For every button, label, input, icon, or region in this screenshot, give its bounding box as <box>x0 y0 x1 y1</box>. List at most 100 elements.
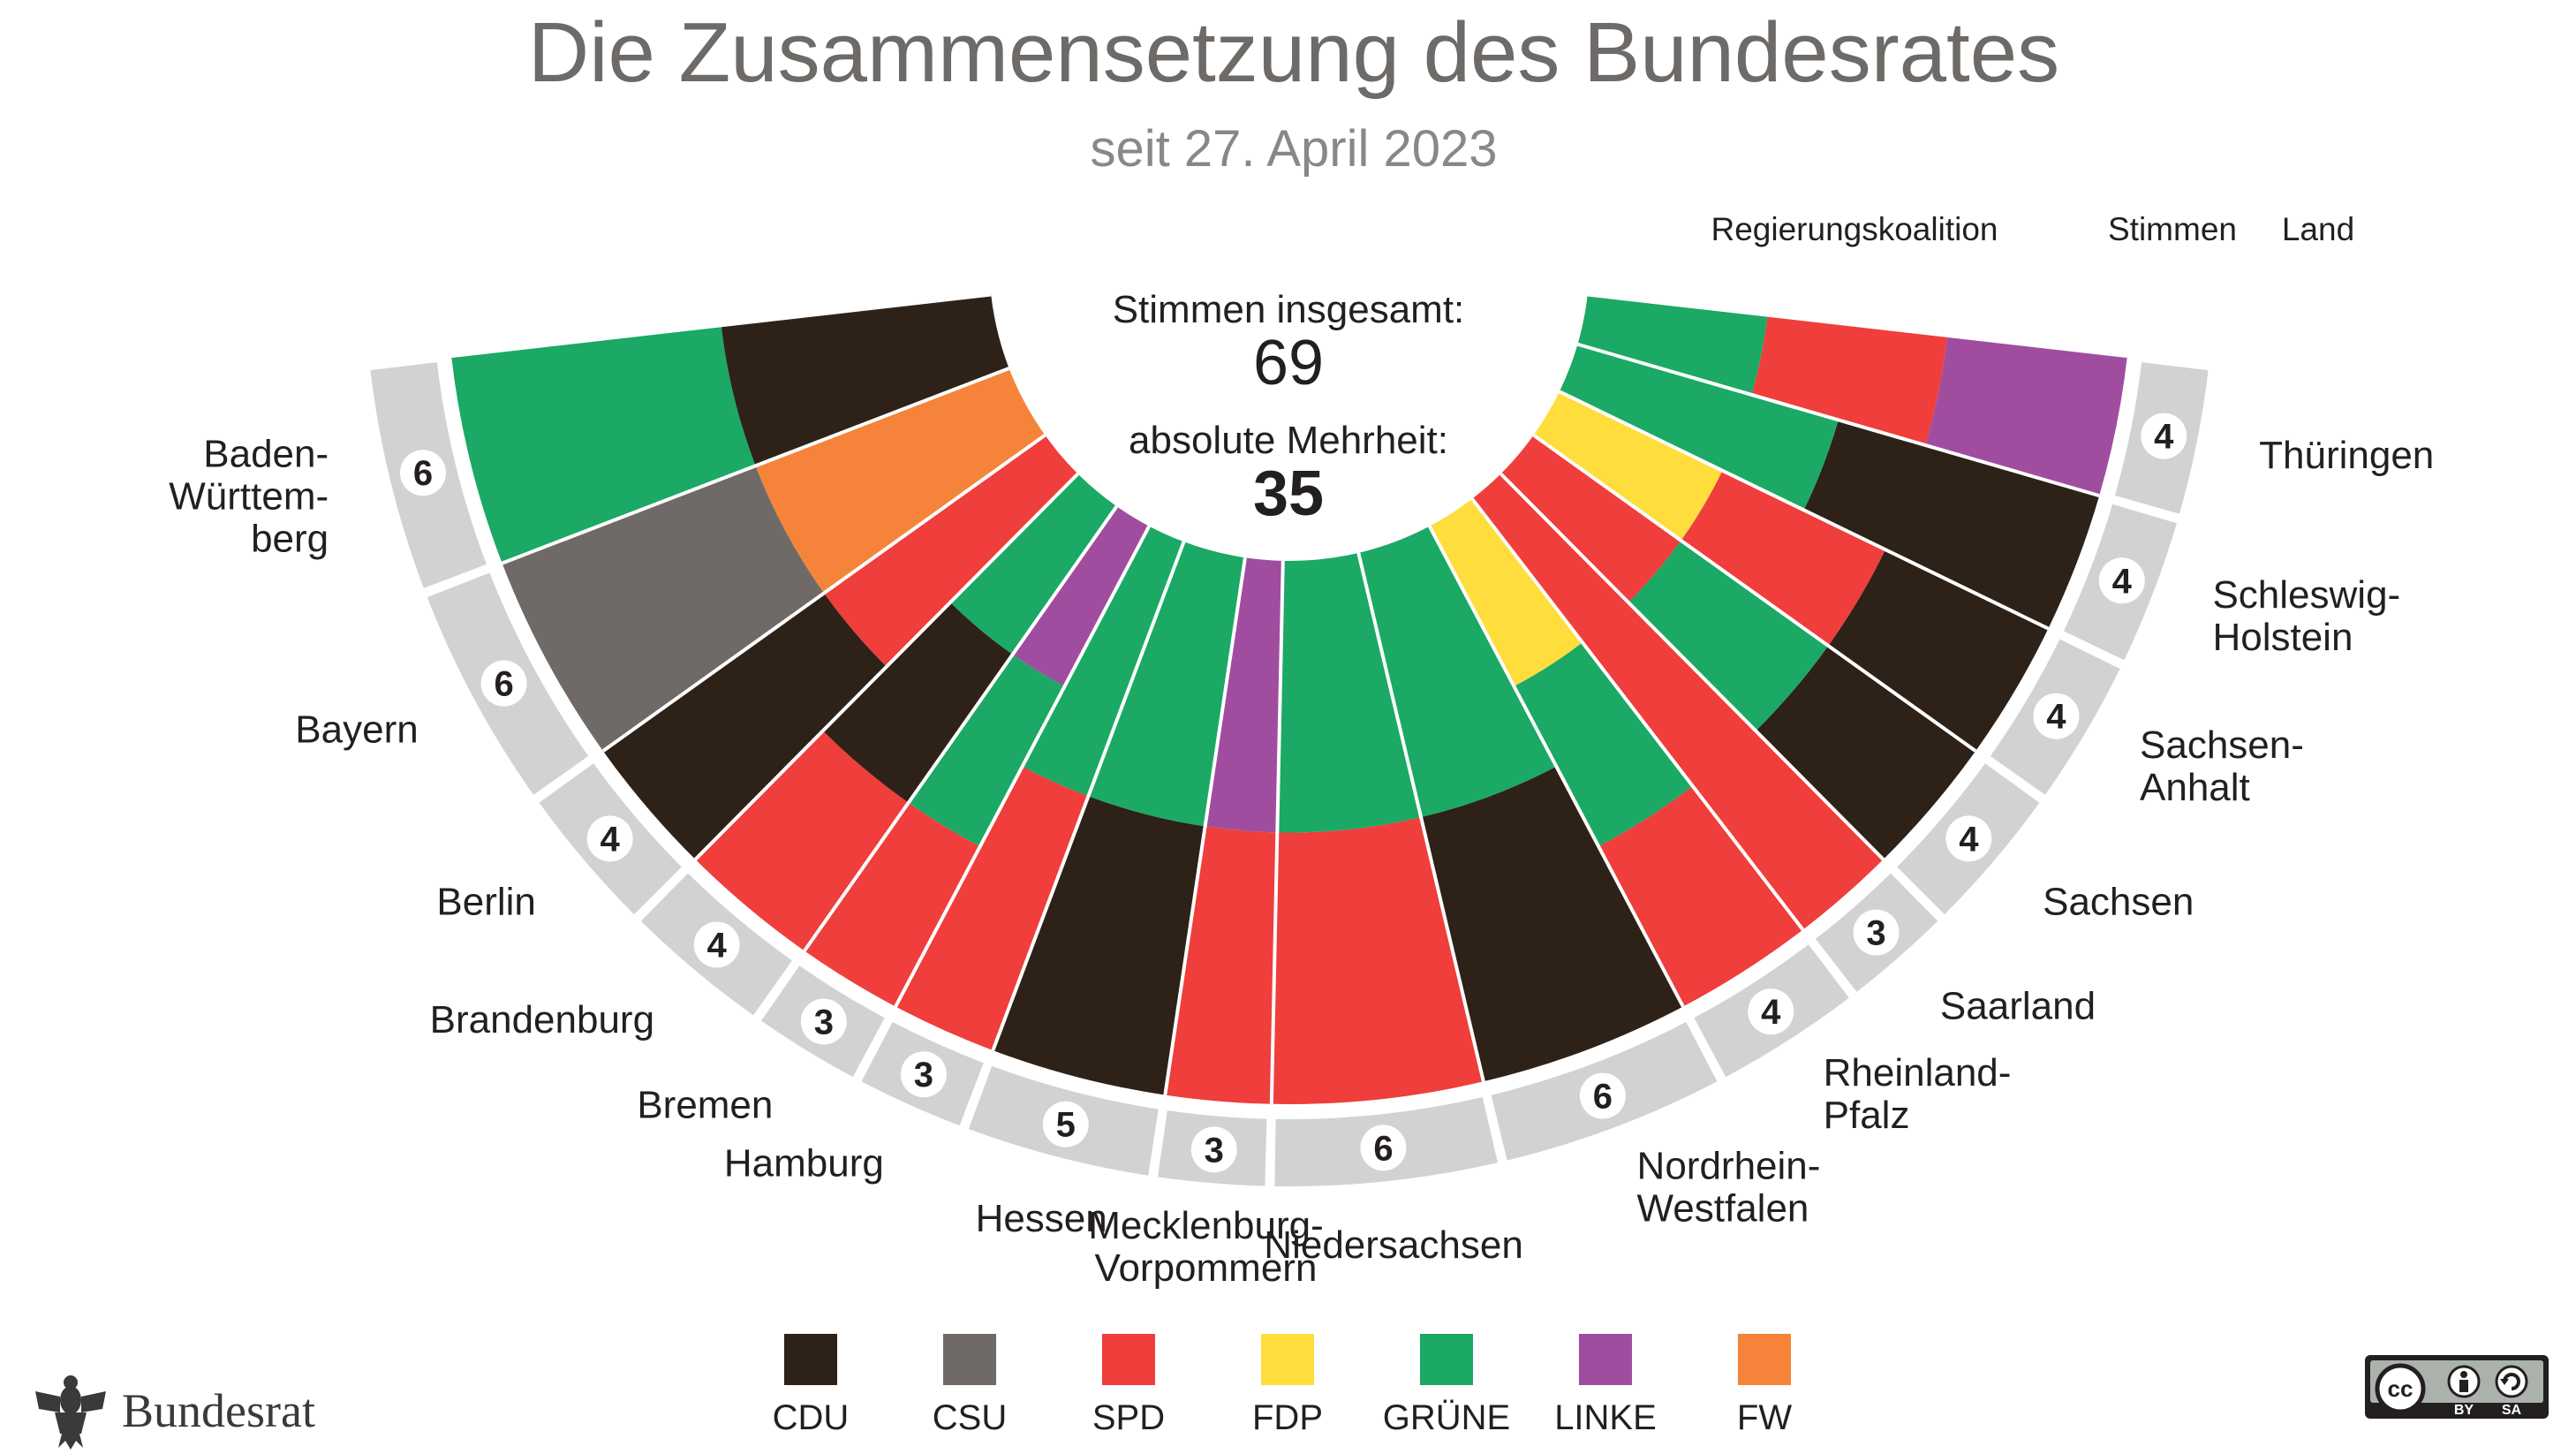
land-label-niedersachsen: Niedersachsen <box>1264 1223 1523 1267</box>
wedge-nordrhein-westfalen-gruene <box>1358 526 1557 818</box>
chart-title: Die Zusammensetzung des Bundesrates <box>528 5 2059 100</box>
eagle-icon <box>35 1375 106 1450</box>
land-label-line-baden-wuerttemberg: Württem- <box>169 474 329 518</box>
legend-label-cdu: CDU <box>773 1398 850 1437</box>
land-label-berlin: Berlin <box>436 881 536 924</box>
brand-name: Bundesrat <box>122 1384 315 1437</box>
majority-label: absolute Mehrheit: <box>1129 419 1448 462</box>
wedge-thueringen-gruene <box>1577 294 1768 395</box>
land-label-saarland: Saarland <box>1940 984 2096 1027</box>
wedge-hamburg-gruene <box>1022 526 1184 797</box>
wedge-sachsen-gruene <box>1628 540 1829 731</box>
wedge-sachsen-cdu <box>1756 646 1976 860</box>
land-label-line-schleswig-holstein: Holstein <box>2212 616 2353 659</box>
wedge-divider-nordrhein-westfalen <box>1356 552 1485 1082</box>
votes-badge-hamburg <box>900 1051 947 1098</box>
legend-swatch-spd <box>1102 1334 1155 1385</box>
wedge-divider-bremen <box>803 505 1119 952</box>
legend: CDU CSU SPD FDP GRÜNE LINKE FW <box>773 1334 1792 1437</box>
land-label-line-saarland: Saarland <box>1940 984 2096 1027</box>
wedge-sachsen-anhalt-cdu <box>1828 549 2049 752</box>
votes-badge-rheinland-pfalz <box>1748 988 1794 1035</box>
wedge-mecklenburg-vorpommern-spd <box>1165 826 1278 1104</box>
total-votes-label: Stimmen insgesamt: <box>1113 288 1465 331</box>
wedge-mecklenburg-vorpommern-linke <box>1205 557 1283 833</box>
wedge-divider-hamburg <box>894 525 1152 1008</box>
votes-value-bayern: 6 <box>494 665 513 704</box>
svg-text:cc: cc <box>2388 1375 2414 1402</box>
votes-badge-bayern <box>480 660 527 707</box>
land-label-mecklenburg-vorpommern: Mecklenburg-Vorpommern <box>1088 1204 1324 1290</box>
wedge-divider-rheinland-pfalz <box>1427 525 1685 1008</box>
land-label-sachsen-anhalt: Sachsen-Anhalt <box>2140 723 2304 809</box>
wedge-divider-berlin <box>601 434 1046 753</box>
legend-swatch-csu <box>943 1334 996 1385</box>
votes-value-schleswig-holstein: 4 <box>2112 562 2133 601</box>
attribution-icon <box>2447 1365 2481 1398</box>
land-label-line-mecklenburg-vorpommern: Vorpommern <box>1095 1246 1318 1290</box>
votes-value-hamburg: 3 <box>914 1056 933 1094</box>
land-label-line-nordrhein-westfalen: Nordrhein- <box>1637 1145 1821 1188</box>
votes-value-berlin: 4 <box>601 820 621 859</box>
wedge-sachsen-spd <box>1500 435 1681 602</box>
legend-label-gruene: GRÜNE <box>1383 1398 1510 1437</box>
coalition-wedges <box>450 292 2128 1105</box>
wedge-nordrhein-westfalen-cdu <box>1421 766 1683 1082</box>
land-label-line-bayern: Bayern <box>295 708 418 752</box>
votes-value-sachsen-anhalt: 4 <box>2046 698 2066 737</box>
land-label-bayern: Bayern <box>295 708 418 752</box>
votes-badge-thueringen <box>2141 413 2187 459</box>
votes-badge-hessen <box>1042 1101 1089 1147</box>
legend-label-fdp: FDP <box>1252 1398 1323 1437</box>
legend-swatch-cdu <box>784 1334 837 1385</box>
wedge-schleswig-holstein-cdu <box>1803 420 2100 629</box>
wedge-hessen-gruene <box>1088 541 1245 827</box>
votes-value-niedersachsen: 6 <box>1373 1129 1393 1168</box>
votes-badge-bremen <box>800 998 847 1045</box>
votes-value-bremen: 3 <box>814 1003 834 1042</box>
wedge-berlin-spd <box>824 435 1078 667</box>
votes-value-mecklenburg-vorpommern: 3 <box>1205 1131 1224 1170</box>
wedge-bayern-fw <box>755 368 1046 594</box>
wedge-divider-sachsen-anhalt <box>1532 434 1977 753</box>
wedge-baden-wuerttemberg-cdu <box>721 294 1009 466</box>
wedge-rheinland-pfalz-fdp <box>1429 498 1583 686</box>
legend-swatch-gruene <box>1420 1334 1473 1385</box>
legend-label-csu: CSU <box>933 1398 1007 1437</box>
land-label-line-niedersachsen: Niedersachsen <box>1264 1223 1523 1267</box>
votes-value-baden-wuerttemberg: 6 <box>413 454 433 493</box>
land-label-line-thueringen: Thüringen <box>2259 434 2434 477</box>
wedge-divider-end <box>1587 292 2128 359</box>
votes-badge-sachsen-anhalt <box>2033 693 2080 739</box>
land-label-line-hamburg: Hamburg <box>724 1142 884 1185</box>
land-label-line-schleswig-holstein: Schleswig- <box>2212 573 2400 617</box>
votes-badge-nordrhein-westfalen <box>1579 1072 1626 1119</box>
wedge-bayern-csu <box>502 466 825 752</box>
land-label-line-sachsen-anhalt: Sachsen- <box>2140 723 2304 767</box>
votes-value-brandenburg: 4 <box>707 926 728 965</box>
land-labels: Baden-Württem-berg Bayern Berlin Brandenbur… <box>169 432 2434 1290</box>
land-label-line-nordrhein-westfalen: Westfalen <box>1637 1187 1809 1231</box>
votes-badge-schleswig-holstein <box>2098 557 2145 604</box>
votes-value-thueringen: 4 <box>2154 418 2174 457</box>
bundesrat-logo: Bundesrat <box>35 1375 315 1450</box>
wedge-divider-saarland <box>1470 497 1805 931</box>
wedge-sachsen-anhalt-fdp <box>1533 391 1723 541</box>
wedge-divider-hessen <box>991 541 1186 1051</box>
land-label-brandenburg: Brandenburg <box>430 998 654 1041</box>
land-label-hamburg: Hamburg <box>724 1142 884 1185</box>
wedge-divider-mecklenburg-vorpommern <box>1163 557 1247 1095</box>
votes-value-hessen: 5 <box>1056 1106 1076 1145</box>
header-coalition: Regierungskoalition <box>1711 211 1998 247</box>
wedge-divider-niedersachsen <box>1269 560 1285 1104</box>
land-label-schleswig-holstein: Schleswig-Holstein <box>2212 573 2400 659</box>
land-label-line-bremen: Bremen <box>637 1083 773 1126</box>
votes-badge-sachsen <box>1945 815 1992 862</box>
votes-badge-berlin <box>586 815 633 862</box>
wedge-saarland-spd <box>1472 473 1884 930</box>
land-label-line-brandenburg: Brandenburg <box>430 998 654 1041</box>
wedge-brandenburg-gruene <box>950 473 1117 655</box>
votes-badge-mecklenburg-vorpommern <box>1190 1126 1237 1173</box>
